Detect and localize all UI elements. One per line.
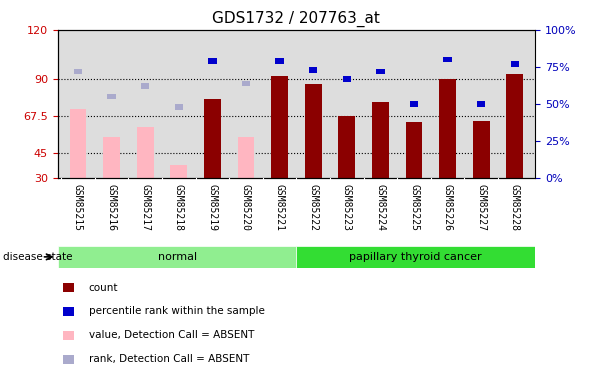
Text: disease state: disease state [3,252,72,262]
Text: rank, Detection Call = ABSENT: rank, Detection Call = ABSENT [89,354,249,364]
Bar [443,57,452,63]
Bar [305,84,322,178]
Text: GSM85219: GSM85219 [207,183,218,231]
Text: GSM85228: GSM85228 [510,183,520,231]
Bar [170,165,187,178]
Bar [339,116,355,178]
Title: GDS1732 / 207763_at: GDS1732 / 207763_at [212,11,381,27]
Text: value, Detection Call = ABSENT: value, Detection Call = ABSENT [89,330,254,340]
Text: papillary thyroid cancer: papillary thyroid cancer [350,252,482,262]
Text: GSM85224: GSM85224 [375,183,385,231]
Text: GSM85220: GSM85220 [241,183,251,231]
Bar [74,69,82,74]
Text: GSM85218: GSM85218 [174,183,184,231]
Bar [137,127,154,178]
Bar [406,122,423,178]
Bar [204,99,221,178]
Bar [439,80,456,178]
Text: GSM85226: GSM85226 [443,183,452,231]
Text: count: count [89,283,119,292]
Bar [141,84,150,89]
Bar [103,137,120,178]
Bar [410,101,418,107]
Bar [238,137,254,178]
Bar [63,307,74,316]
Bar [63,283,74,292]
Bar [511,61,519,67]
Bar [271,76,288,178]
Text: GSM85217: GSM85217 [140,183,150,231]
Text: GSM85221: GSM85221 [275,183,285,231]
Bar [63,355,74,364]
Bar [242,81,250,86]
Bar [309,67,317,73]
Bar [376,69,385,74]
Text: GSM85216: GSM85216 [106,183,117,231]
Bar [296,246,535,268]
Bar [477,101,485,107]
Text: GSM85223: GSM85223 [342,183,352,231]
Bar [473,120,489,178]
Bar [63,331,74,340]
Bar [108,94,116,99]
Bar [372,102,389,178]
Text: GSM85225: GSM85225 [409,183,419,231]
Text: GSM85227: GSM85227 [476,183,486,231]
Bar [58,246,296,268]
Text: GSM85222: GSM85222 [308,183,318,231]
Bar [275,58,284,64]
Bar [208,58,216,64]
Text: normal: normal [157,252,196,262]
Bar [174,104,183,110]
Bar [343,76,351,82]
Bar [506,74,523,178]
Text: GSM85215: GSM85215 [73,183,83,231]
Text: percentile rank within the sample: percentile rank within the sample [89,306,264,316]
Bar [69,109,86,178]
